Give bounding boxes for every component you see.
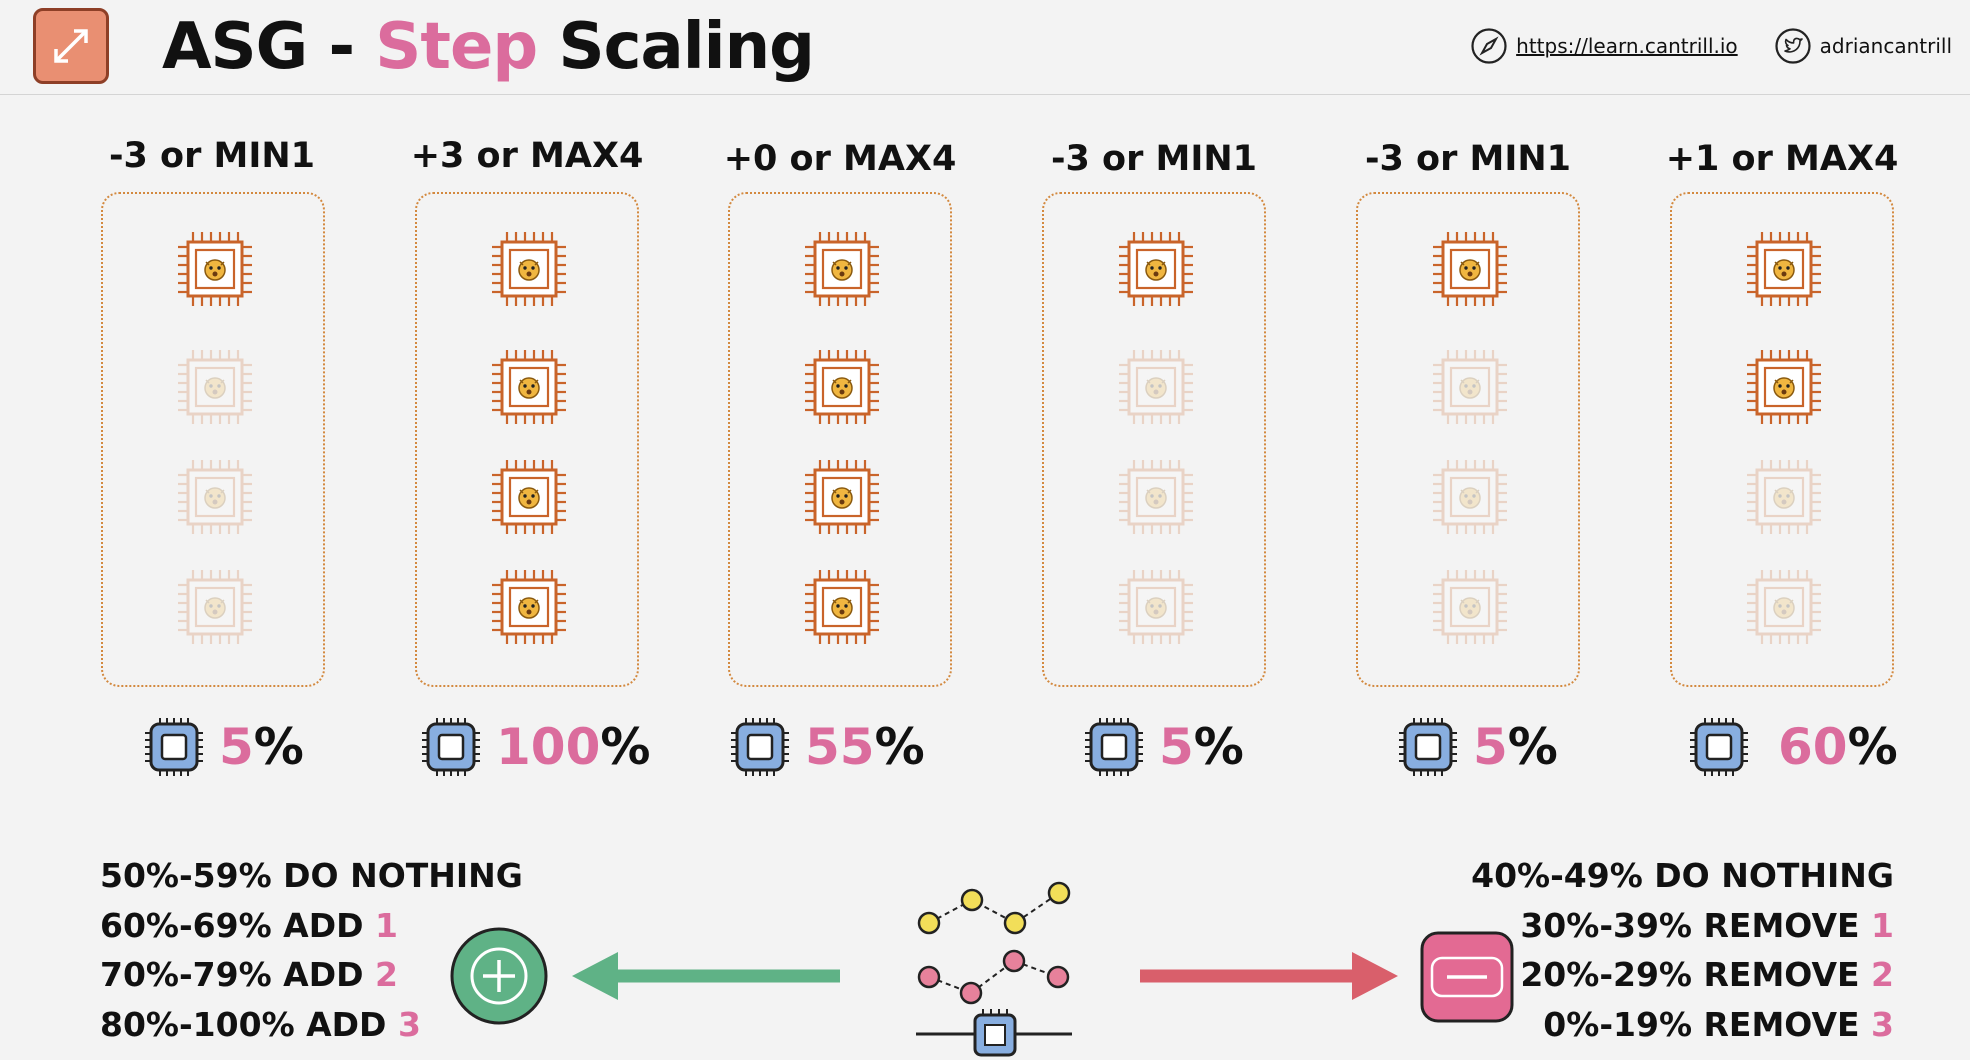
cpu-metric: 60%	[1688, 712, 1898, 782]
compass-icon	[1471, 28, 1507, 64]
ec2-instance-icon	[801, 456, 883, 538]
ec2-instance-icon	[488, 346, 570, 428]
cpu-value: 55	[805, 718, 875, 776]
ec2-instance-icon	[801, 566, 883, 648]
cpu-unit: %	[1193, 718, 1244, 776]
ec2-instance-icon	[1115, 566, 1197, 648]
twitter-bird-icon	[1775, 28, 1811, 64]
title-suffix: Scaling	[537, 10, 814, 84]
header-links: https://learn.cantrill.io adriancantrill	[1470, 24, 1952, 68]
asg-box	[1670, 192, 1894, 687]
asg-box	[728, 192, 952, 687]
cpu-metric: 5%	[1083, 712, 1244, 782]
ec2-instance-icon	[174, 456, 256, 538]
ec2-instance-icon	[801, 228, 883, 310]
cpu-unit: %	[1507, 718, 1558, 776]
ec2-instance-icon	[801, 346, 883, 428]
cpu-unit: %	[600, 718, 651, 776]
cpu-chip-icon	[1085, 718, 1143, 776]
cpu-value: 100	[496, 718, 601, 776]
ec2-instance-icon	[1429, 228, 1511, 310]
ec2-instance-icon	[1743, 456, 1825, 538]
asg-box	[415, 192, 639, 687]
ec2-instance-icon	[1115, 456, 1197, 538]
asg-box	[1042, 192, 1266, 687]
rule-line: 50%-59% DO NOTHING	[100, 856, 523, 895]
cpu-unit: %	[874, 718, 925, 776]
cpu-chip-icon	[422, 718, 480, 776]
twitter-handle: adriancantrill	[1819, 34, 1952, 58]
cpu-metric: 100%	[420, 712, 650, 782]
cpu-value: 5	[1473, 718, 1508, 776]
cpu-chip-icon	[1399, 718, 1457, 776]
adjustment-label: +0 or MAX4	[723, 139, 957, 179]
rule-line: 40%-49% DO NOTHING	[1471, 856, 1894, 895]
ec2-instance-icon	[1115, 346, 1197, 428]
ec2-instance-icon	[174, 346, 256, 428]
scale-in-arrow-icon	[1140, 952, 1398, 1000]
title-prefix: ASG -	[162, 10, 376, 84]
rule-line: 60%-69% ADD 1	[100, 905, 398, 945]
cpu-unit: %	[253, 718, 304, 776]
scale-in-rules: 40%-49% DO NOTHING 30%-39% REMOVE 1 20%-…	[1471, 851, 1894, 1049]
rule-line: 30%-39% REMOVE 1	[1520, 905, 1894, 945]
ec2-instance-icon	[1429, 346, 1511, 428]
adjustment-label: -3 or MIN1	[1050, 139, 1258, 179]
cpu-chip-icon	[731, 718, 789, 776]
adjustment-label: +3 or MAX4	[410, 136, 644, 176]
ec2-instance-icon	[1743, 346, 1825, 428]
resize-arrows-icon	[33, 8, 109, 84]
cpu-value: 5	[219, 718, 254, 776]
asg-box	[101, 192, 325, 687]
rule-line: 80%-100% ADD 3	[100, 1004, 421, 1044]
add-icon	[450, 927, 548, 1025]
scaling-flow-graphic	[450, 881, 1514, 1057]
metric-graph-icon	[916, 881, 1072, 1057]
ec2-instance-icon	[1429, 456, 1511, 538]
scale-out-arrow-icon	[572, 952, 840, 1000]
adjustment-label: +1 or MAX4	[1665, 139, 1899, 179]
rule-line: 20%-29% REMOVE 2	[1520, 955, 1894, 994]
cpu-value: 60	[1778, 718, 1848, 776]
course-link[interactable]: https://learn.cantrill.io	[1516, 34, 1738, 58]
ec2-instance-icon	[488, 566, 570, 648]
cpu-chip-icon	[145, 718, 203, 776]
rule-line: 70%-79% ADD 2	[100, 955, 398, 994]
asg-box	[1356, 192, 1580, 687]
ec2-instance-icon	[488, 228, 570, 310]
ec2-instance-icon	[174, 566, 256, 648]
remove-icon	[1420, 931, 1514, 1023]
rule-line: 0%-19% REMOVE 3	[1543, 1004, 1894, 1044]
title-highlight: Step	[375, 10, 538, 84]
cpu-metric: 5%	[143, 712, 304, 782]
ec2-instance-icon	[1429, 566, 1511, 648]
adjustment-label: -3 or MIN1	[1364, 139, 1572, 179]
ec2-instance-icon	[488, 456, 570, 538]
cpu-unit: %	[1847, 718, 1898, 776]
ec2-instance-icon	[1743, 566, 1825, 648]
page-title: ASG - Step Scaling	[162, 4, 815, 90]
header-bar: ASG - Step Scaling https://learn.cantril…	[0, 0, 1970, 95]
scale-out-rules: 50%-59% DO NOTHING 60%-69% ADD 1 70%-79%…	[100, 851, 523, 1049]
cpu-metric: 5%	[1397, 712, 1558, 782]
ec2-instance-icon	[1115, 228, 1197, 310]
cpu-value: 5	[1159, 718, 1194, 776]
cpu-chip-icon	[1690, 718, 1748, 776]
cpu-metric: 55%	[729, 712, 925, 782]
ec2-instance-icon	[174, 228, 256, 310]
adjustment-label: -3 or MIN1	[108, 136, 316, 176]
ec2-instance-icon	[1743, 228, 1825, 310]
